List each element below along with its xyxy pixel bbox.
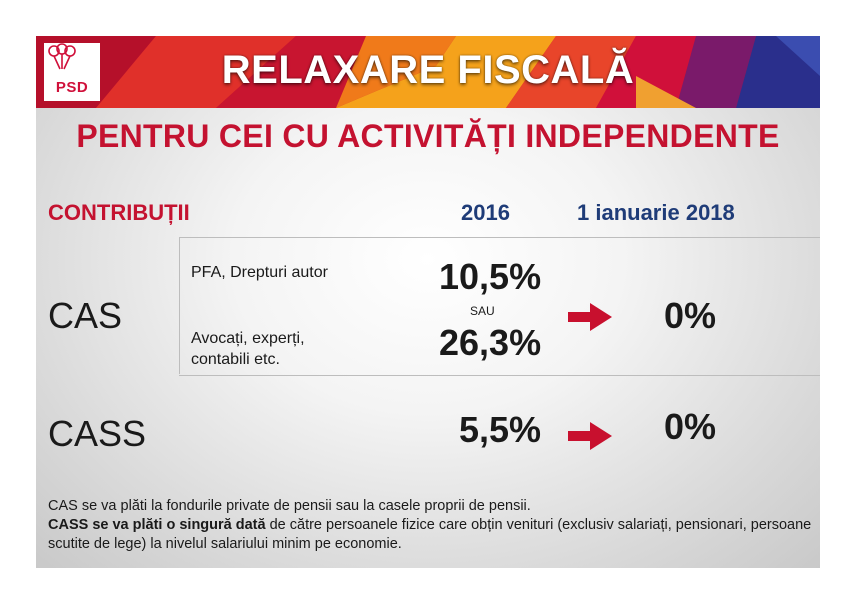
logo-text: PSD (55, 79, 89, 96)
cass-new-value: 0% (664, 406, 717, 447)
header-banner: PSD RELAXARE FISCALĂ (36, 36, 820, 108)
column-2016-header: 2016 (461, 200, 510, 225)
infographic-card: PSD RELAXARE FISCALĂ PENTRU CEI CU ACTIV… (36, 36, 820, 568)
cas-row2-description-line1: Avocați, experți, (191, 330, 305, 347)
psd-logo: PSD (44, 43, 100, 101)
banner-title: RELAXARE FISCALĂ (221, 48, 635, 92)
cas-new-value: 0% (664, 295, 717, 336)
cass-label: CASS (48, 413, 147, 454)
footnote-line2-bold: CASS se va plăti o singură dată (48, 517, 266, 533)
cas-row2-value: 26,3% (439, 322, 542, 363)
cas-vertical-divider (179, 238, 180, 374)
cass-arrow-icon (568, 422, 612, 450)
rose-icon (48, 43, 76, 70)
footnote-line2-rest: de către persoanele fizice care obțin ve… (48, 517, 812, 552)
banner-background (36, 36, 820, 108)
subtitle: PENTRU CEI CU ACTIVITĂȚI INDEPENDENTE (76, 118, 780, 154)
contributions-header: CONTRIBUȚII (48, 200, 190, 225)
cas-label: CAS (48, 295, 123, 336)
cas-row2-description-line2: contabili etc. (191, 351, 280, 368)
footnote-line2: CASS se va plăti o singură dată de către… (48, 516, 818, 554)
cas-row1-value: 10,5% (439, 256, 542, 297)
cas-row1-description: PFA, Drepturi autor (191, 264, 328, 281)
or-separator: SAU (470, 304, 495, 318)
footnote: CAS se va plăti la fondurile private de … (48, 497, 818, 554)
cas-arrow-icon (568, 303, 612, 331)
cass-2016-value: 5,5% (459, 409, 542, 450)
cas-cass-divider (179, 375, 820, 376)
header-divider (179, 237, 820, 238)
footnote-line1: CAS se va plăti la fondurile private de … (48, 498, 531, 514)
column-2018-header: 1 ianuarie 2018 (577, 200, 735, 225)
